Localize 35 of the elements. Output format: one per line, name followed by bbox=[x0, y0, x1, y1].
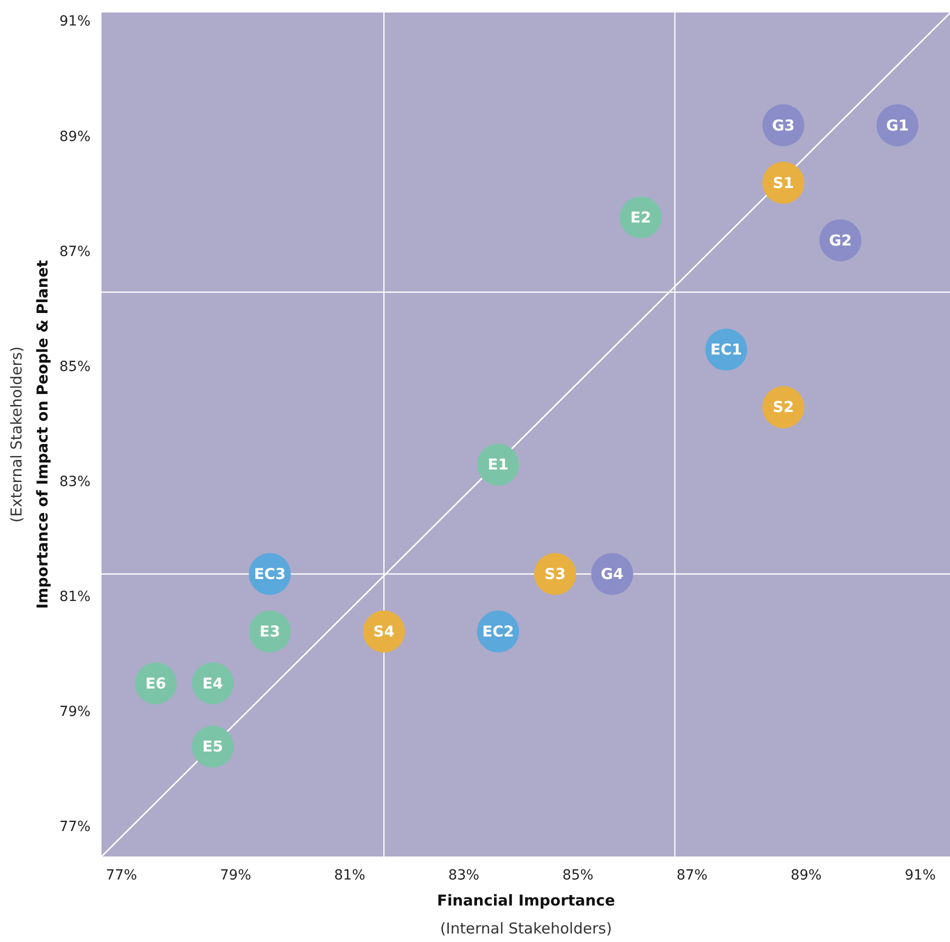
annotation: E4 bbox=[202, 674, 224, 692]
annotation: G2 bbox=[829, 231, 852, 250]
y-tick-label: 79% bbox=[59, 704, 91, 720]
x-tick-label: 91% bbox=[904, 868, 936, 884]
x-tick-label: 77% bbox=[106, 868, 138, 884]
x-tick-label: 83% bbox=[448, 868, 480, 884]
annotation: E1 bbox=[488, 456, 508, 474]
y-tick-label: 87% bbox=[59, 244, 91, 260]
y-tick-label: 89% bbox=[59, 128, 91, 145]
annotation: S2 bbox=[772, 398, 794, 416]
annotation: S4 bbox=[373, 622, 395, 641]
annotation: G3 bbox=[772, 116, 795, 134]
annotation: S1 bbox=[772, 174, 794, 192]
x-tick-label: 89% bbox=[790, 868, 822, 884]
annotation: EC3 bbox=[254, 565, 286, 584]
annotation: E6 bbox=[145, 674, 166, 692]
annotation: S3 bbox=[544, 565, 566, 584]
y-tick-label: 83% bbox=[59, 474, 91, 490]
x-tick-label: 85% bbox=[562, 868, 594, 884]
x-tick-label: 79% bbox=[220, 868, 252, 884]
y-tick-label: 81% bbox=[59, 589, 91, 606]
annotation: G1 bbox=[886, 116, 909, 134]
annotation: E2 bbox=[630, 208, 652, 226]
annotation: G4 bbox=[600, 565, 624, 584]
text: Financial Importance (Internal Stakeholders) bbox=[436, 892, 616, 938]
annotation: E5 bbox=[202, 738, 224, 756]
text: Importance of Impact on People & Planet (External Stakeholders) bbox=[8, 260, 52, 609]
y-tick-label: 85% bbox=[59, 358, 91, 375]
y-tick-label: 91% bbox=[59, 14, 91, 30]
x-tick-label: 81% bbox=[334, 868, 366, 884]
annotation: E3 bbox=[259, 622, 280, 641]
annotation: EC2 bbox=[482, 622, 514, 641]
y-tick-label: 77% bbox=[59, 819, 91, 836]
x-tick-label: 87% bbox=[676, 868, 708, 884]
annotation: EC1 bbox=[710, 340, 742, 359]
